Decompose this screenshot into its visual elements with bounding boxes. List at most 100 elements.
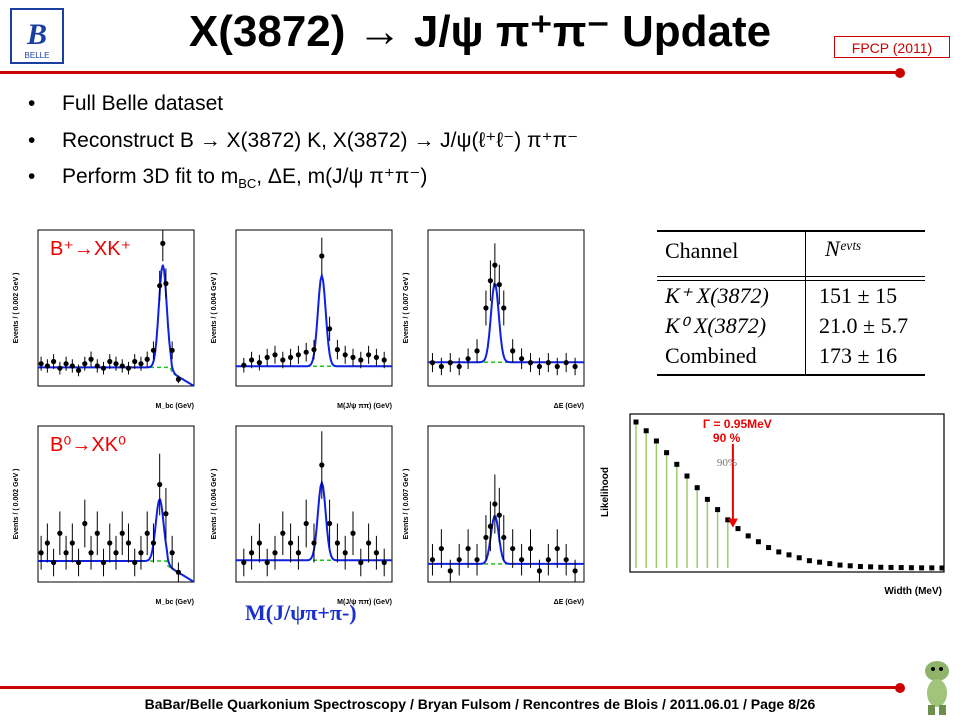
x-axis-label: Width (MeV) <box>884 586 942 597</box>
data-point <box>664 450 670 456</box>
table-cell: Combined <box>665 343 757 368</box>
fit-plot-4: Events / ( 0.002 GeV ) M_bc (GeV) <box>13 425 195 606</box>
data-point <box>280 530 286 536</box>
data-point <box>908 565 914 571</box>
data-point <box>280 357 286 363</box>
data-point <box>381 559 387 566</box>
fit-curve <box>428 514 584 565</box>
data-point <box>288 540 294 546</box>
data-point <box>878 564 884 570</box>
data-point <box>119 530 125 536</box>
data-point <box>63 550 69 556</box>
data-point <box>366 352 372 358</box>
data-point <box>465 545 471 552</box>
data-point <box>272 550 278 556</box>
data-point <box>100 365 107 371</box>
x-axis-label: M(J/ψ ππ) (GeV) <box>337 403 392 410</box>
data-point <box>163 280 169 287</box>
data-point <box>69 540 75 546</box>
data-point <box>249 550 255 556</box>
data-point <box>132 358 138 365</box>
data-point <box>51 358 57 365</box>
bullet-3: • Perform 3D fit to mBC, ΔE, m(J/ψ π⁺π⁻) <box>28 165 428 192</box>
data-point <box>563 557 569 563</box>
slide-title: X(3872) → J/ψ π⁺π⁻ Update <box>188 7 772 56</box>
data-point <box>674 461 680 467</box>
data-point <box>776 549 782 555</box>
data-point <box>150 347 157 353</box>
data-point <box>138 550 144 556</box>
data-point <box>82 361 88 367</box>
table-header-nevts: Nᵉᵛᵗˢ <box>825 236 860 261</box>
data-point <box>88 356 94 362</box>
table-cell: 21.0 ± 5.7 <box>819 313 909 338</box>
data-point <box>75 559 82 566</box>
data-point <box>256 540 262 546</box>
plot-frame <box>37 425 195 583</box>
data-point <box>107 358 113 365</box>
data-point <box>319 253 325 259</box>
data-point <box>373 354 379 360</box>
data-point <box>653 438 659 444</box>
data-point <box>144 356 150 362</box>
data-point <box>311 347 317 353</box>
header-rule-dot <box>895 68 905 78</box>
data-point <box>545 557 551 563</box>
data-point <box>119 363 125 369</box>
data-point <box>138 361 144 367</box>
data-point <box>241 559 247 566</box>
x-axis-label: M_bc (GeV) <box>155 403 194 410</box>
data-point <box>888 564 894 570</box>
y-axis-label: Events / ( 0.002 GeV ) <box>13 273 20 344</box>
plot-frame <box>427 229 585 387</box>
data-point <box>694 485 700 491</box>
data-point <box>563 360 569 366</box>
data-point <box>94 530 100 536</box>
data-point <box>487 523 493 529</box>
data-point <box>150 540 157 546</box>
data-point <box>492 262 498 268</box>
x-axis-label: ΔE (GeV) <box>554 403 584 410</box>
table-cell: 173 ± 16 <box>819 343 898 368</box>
data-point <box>295 352 301 358</box>
data-point <box>342 550 348 556</box>
x-axis-label: M_bc (GeV) <box>155 599 194 606</box>
data-point <box>38 361 44 367</box>
data-point <box>817 559 823 565</box>
data-point <box>496 512 502 518</box>
data-point <box>295 550 301 556</box>
data-point <box>496 282 502 288</box>
annotation-width: Γ = 0.95MeV <box>703 417 772 431</box>
data-point <box>474 557 480 563</box>
data-point <box>483 305 489 311</box>
data-point <box>113 550 119 556</box>
data-point <box>169 347 175 353</box>
data-point <box>319 462 325 468</box>
data-point <box>75 367 82 373</box>
data-point <box>554 363 560 370</box>
table-cell: K⁰ X(3872) <box>665 313 767 338</box>
limit-arrow-head <box>727 518 738 528</box>
data-point <box>633 419 639 425</box>
bullet-1: • Full Belle dataset <box>28 92 224 115</box>
data-point <box>44 540 50 546</box>
data-point <box>868 564 874 570</box>
data-point <box>429 360 436 366</box>
data-point <box>272 352 278 358</box>
svg-text:B: B <box>26 18 47 51</box>
data-point <box>438 363 444 370</box>
data-point <box>510 545 516 552</box>
data-point <box>429 557 436 563</box>
fit-plot-1: Events / ( 0.002 GeV ) M_bc (GeV) <box>13 229 195 410</box>
data-point <box>381 357 387 363</box>
plot-frame <box>37 229 195 387</box>
data-point <box>157 481 163 488</box>
plot-frame <box>235 229 393 387</box>
data-point <box>536 363 543 370</box>
data-point <box>483 534 489 541</box>
data-point <box>311 540 317 546</box>
fit-plot-2: Events / ( 0.004 GeV ) M(J/ψ ππ) (GeV) <box>211 229 393 410</box>
data-point <box>358 559 364 566</box>
data-point <box>536 568 543 574</box>
data-point <box>107 540 113 546</box>
